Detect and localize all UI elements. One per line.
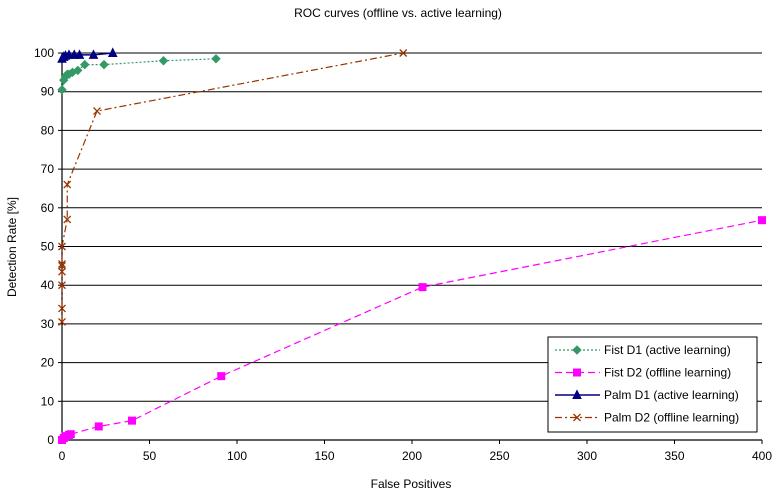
x-tick-label-100: 100 — [227, 449, 247, 463]
series-3-point — [74, 49, 85, 59]
legend-label-1: Fist D1 (active learning) — [604, 343, 731, 357]
series-3-point — [107, 47, 118, 57]
x-tick-label-350: 350 — [664, 449, 684, 463]
y-tick-label-40: 40 — [41, 278, 55, 292]
series-3 — [57, 47, 118, 63]
legend-swatch-marker-1 — [572, 345, 582, 355]
series-1-point — [73, 65, 83, 76]
series-4-point — [93, 107, 101, 116]
series-2-point — [418, 283, 427, 292]
legend-label-4: Palm D2 (offline learning) — [604, 411, 739, 425]
x-tick-label-50: 50 — [143, 449, 157, 463]
x-tick-label-200: 200 — [402, 449, 422, 463]
legend: Fist D1 (active learning) Fist D2 (offlin… — [547, 336, 758, 433]
series-2 — [58, 216, 766, 444]
y-axis-label: Detection Rate [%] — [5, 197, 19, 297]
series-1-point — [211, 54, 221, 64]
legend-label-2: Fist D2 (offline learning) — [604, 366, 731, 380]
x-tick-label-400: 400 — [752, 449, 772, 463]
x-tick-label-150: 150 — [314, 449, 334, 463]
series-1-point — [57, 85, 67, 95]
legend-swatch-marker-3 — [572, 389, 582, 399]
grid-layer — [62, 52, 762, 402]
series-3-point — [88, 49, 99, 59]
y-tick-label-100: 100 — [34, 46, 54, 60]
y-tick-label-50: 50 — [41, 240, 55, 254]
series-2-point — [66, 430, 75, 439]
series-4-point — [58, 259, 66, 268]
series-4-point — [63, 215, 72, 224]
legend-swatch-marker-2 — [573, 368, 581, 377]
series-layer — [57, 47, 766, 444]
series-4-point — [58, 318, 66, 326]
y-tick-label-90: 90 — [41, 85, 55, 99]
series-2-point — [217, 372, 226, 381]
series-4-point — [58, 261, 66, 270]
series-4-point — [58, 304, 66, 313]
y-tick-label-20: 20 — [41, 356, 55, 370]
y-tick-label-10: 10 — [41, 394, 55, 408]
series-4-point — [58, 281, 66, 290]
legend-label-3: Palm D1 (active learning) — [604, 388, 739, 402]
y-tick-label-60: 60 — [41, 201, 55, 215]
series-4-point — [58, 267, 66, 276]
series-2-point — [128, 416, 136, 425]
y-tick-label-70: 70 — [41, 162, 55, 176]
y-tick-label-80: 80 — [41, 123, 55, 137]
series-2-point — [94, 422, 103, 431]
series-4-point — [399, 49, 408, 57]
series-4-point — [63, 180, 72, 189]
series-4-point — [58, 242, 66, 251]
x-tick-label-300: 300 — [577, 449, 597, 463]
x-tick-label-250: 250 — [489, 449, 509, 463]
legend-swatch-marker-4 — [573, 413, 581, 422]
series-4-line — [61, 52, 404, 322]
series-1 — [57, 54, 221, 95]
legend-box — [547, 336, 758, 433]
series-4 — [58, 49, 408, 326]
series-1-point — [99, 59, 109, 70]
series-1-point — [80, 59, 90, 70]
series-2-point — [758, 216, 766, 225]
y-tick-label-30: 30 — [41, 317, 55, 331]
series-1-point — [158, 56, 169, 66]
x-tick-label-0: 0 — [59, 449, 66, 463]
chart-title: ROC curves (offline vs. active learning) — [294, 6, 502, 20]
x-axis-label: False Positives — [371, 477, 452, 491]
y-tick-label-0: 0 — [47, 433, 54, 447]
